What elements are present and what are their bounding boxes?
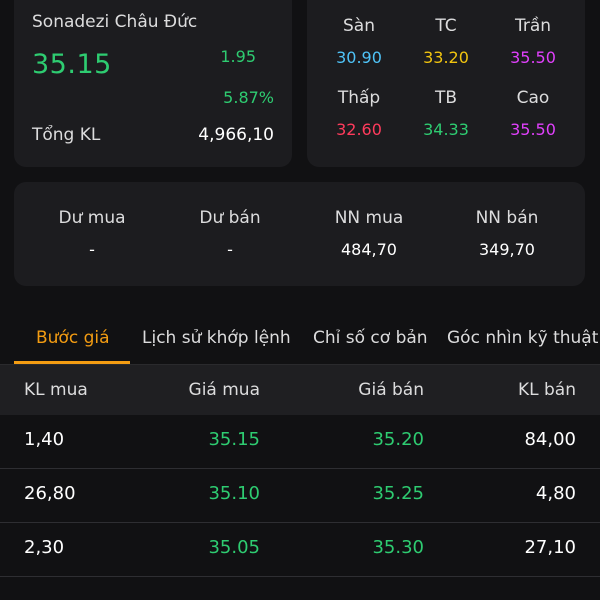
bid-volume-cell: 2,30 xyxy=(24,537,65,558)
foreign-sell-label: NN bán xyxy=(475,208,539,228)
reference-price-card: Sàn 30.90 TC 33.20 Trần 35.50 Thấp 32.60… xyxy=(307,0,585,167)
stock-name: Sonadezi Châu Đức xyxy=(32,12,198,32)
ask-surplus-value: - xyxy=(227,240,233,259)
ceiling-price-label: Trần xyxy=(514,16,552,36)
low-price: Thấp 32.60 xyxy=(313,88,405,139)
table-row: 2,30 35.05 35.30 27,10 xyxy=(0,523,600,577)
bid-surplus-value: - xyxy=(89,240,95,259)
ceiling-price-value: 35.50 xyxy=(510,48,556,67)
order-summary-card: Dư mua - Dư bán - NN mua 484,70 NN bán 3… xyxy=(14,182,585,286)
low-price-label: Thấp xyxy=(337,88,381,108)
current-price: 35.15 xyxy=(32,49,112,80)
ask-price-cell: 35.20 xyxy=(372,429,424,450)
average-price: TB 34.33 xyxy=(400,88,492,139)
order-book-header: KL mua Giá mua Giá bán KL bán xyxy=(0,365,600,415)
ask-price-cell: 35.30 xyxy=(372,537,424,558)
bid-price-cell: 35.05 xyxy=(208,537,260,558)
ask-surplus: Dư bán - xyxy=(160,208,300,259)
bid-price-cell: 35.10 xyxy=(208,483,260,504)
foreign-sell: NN bán 349,70 xyxy=(437,208,577,259)
foreign-sell-value: 349,70 xyxy=(479,240,535,259)
reference-price: TC 33.20 xyxy=(400,16,492,67)
floor-price-value: 30.90 xyxy=(336,48,382,67)
header-bid-volume: KL mua xyxy=(24,380,88,400)
bid-surplus: Dư mua - xyxy=(22,208,162,259)
high-price-value: 35.50 xyxy=(510,120,556,139)
average-price-label: TB xyxy=(434,88,458,108)
header-ask-price: Giá bán xyxy=(358,380,424,400)
reference-price-label: TC xyxy=(435,16,457,36)
ask-volume-cell: 27,10 xyxy=(524,537,576,558)
high-price-label: Cao xyxy=(516,88,550,108)
ask-volume-cell: 4,80 xyxy=(535,483,576,504)
table-row: 26,80 35.10 35.25 4,80 xyxy=(0,469,600,523)
high-price: Cao 35.50 xyxy=(487,88,579,139)
tab-match-history[interactable]: Lịch sử khớp lệnh xyxy=(142,328,291,348)
low-price-value: 32.60 xyxy=(336,120,382,139)
foreign-buy-label: NN mua xyxy=(334,208,404,228)
foreign-buy-value: 484,70 xyxy=(341,240,397,259)
foreign-buy: NN mua 484,70 xyxy=(299,208,439,259)
ask-volume-cell: 84,00 xyxy=(524,429,576,450)
tab-technical-view[interactable]: Góc nhìn kỹ thuật xyxy=(447,328,599,348)
header-bid-price: Giá mua xyxy=(188,380,260,400)
total-volume-value: 4,966,10 xyxy=(198,125,274,145)
stock-summary-card: Sonadezi Châu Đức 35.15 1.95 5.87% Tổng … xyxy=(14,0,292,167)
header-ask-volume: KL bán xyxy=(517,380,576,400)
bid-price-cell: 35.15 xyxy=(208,429,260,450)
bid-volume-cell: 26,80 xyxy=(24,483,76,504)
ask-surplus-label: Dư bán xyxy=(199,208,261,228)
tab-price-steps[interactable]: Bước giá xyxy=(36,328,110,348)
tab-fundamentals[interactable]: Chỉ số cơ bản xyxy=(313,328,428,348)
floor-price: Sàn 30.90 xyxy=(313,16,405,67)
floor-price-label: Sàn xyxy=(343,16,375,36)
average-price-value: 34.33 xyxy=(423,120,469,139)
bid-volume-cell: 1,40 xyxy=(24,429,65,450)
ask-price-cell: 35.25 xyxy=(372,483,424,504)
price-change-percent: 5.87% xyxy=(223,88,274,107)
price-change: 1.95 xyxy=(220,47,256,66)
ceiling-price: Trần 35.50 xyxy=(487,16,579,67)
active-tab-indicator xyxy=(14,361,130,364)
detail-tabs: Bước giá Lịch sử khớp lệnh Chỉ số cơ bản… xyxy=(0,318,600,365)
bid-surplus-label: Dư mua xyxy=(58,208,126,228)
reference-price-value: 33.20 xyxy=(423,48,469,67)
total-volume-label: Tổng KL xyxy=(32,125,101,145)
table-row: 1,40 35.15 35.20 84,00 xyxy=(0,415,600,469)
